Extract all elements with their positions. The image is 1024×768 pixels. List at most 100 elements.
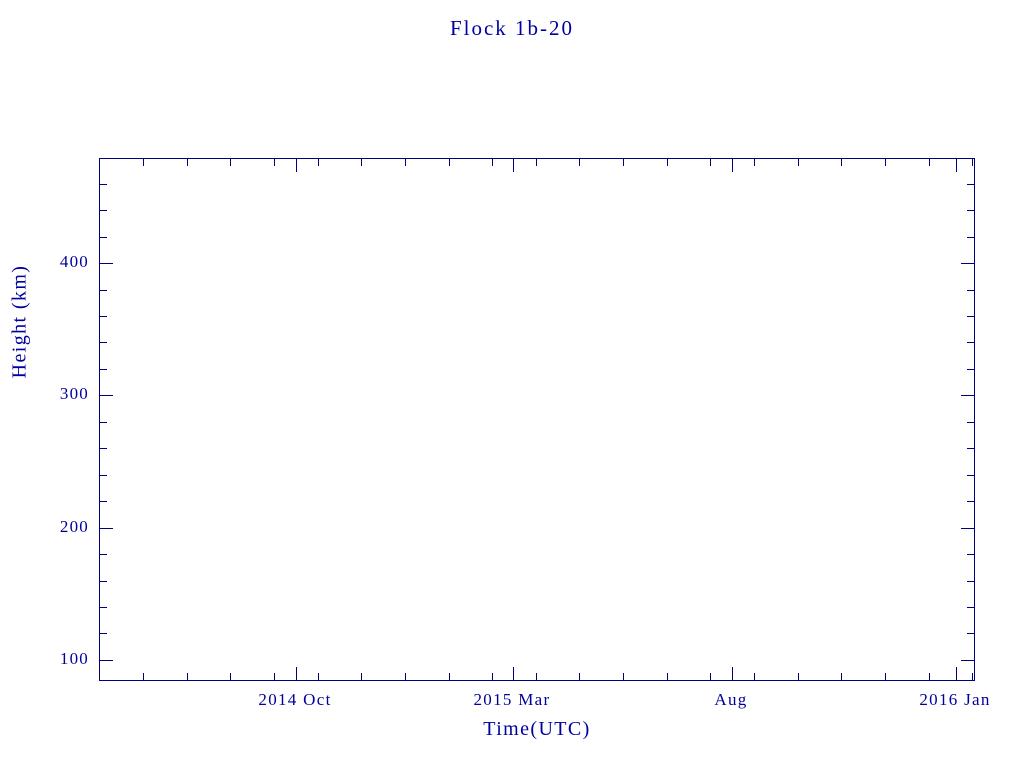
y-axis-minor-tick-right	[967, 554, 974, 556]
y-axis-major-tick	[100, 395, 113, 397]
y-axis-minor-tick-right	[967, 581, 974, 583]
x-axis-minor-tick-top	[929, 159, 931, 166]
y-axis-minor-tick	[100, 290, 107, 292]
y-axis-major-tick	[100, 660, 113, 662]
y-axis-minor-tick	[100, 554, 107, 556]
y-axis-minor-tick-right	[967, 607, 974, 609]
x-axis-major-tick-top	[513, 159, 515, 172]
x-axis-minor-tick	[230, 673, 232, 680]
y-axis-minor-tick	[100, 369, 107, 371]
x-axis-minor-tick	[667, 673, 669, 680]
y-axis-minor-tick-right	[967, 475, 974, 477]
x-axis-minor-tick-top	[318, 159, 320, 166]
x-axis-label: Time(UTC)	[483, 718, 591, 740]
y-axis-minor-tick	[100, 184, 107, 186]
x-axis-minor-tick-top	[143, 159, 145, 166]
x-axis-minor-tick	[754, 673, 756, 680]
y-axis-minor-tick	[100, 422, 107, 424]
x-axis-minor-tick	[623, 673, 625, 680]
y-axis-tick-label: 100	[59, 649, 89, 668]
x-axis-minor-tick	[449, 673, 451, 680]
y-axis-minor-tick-right	[967, 316, 974, 318]
x-axis-major-tick	[732, 667, 734, 680]
y-axis-minor-tick-right	[967, 237, 974, 239]
x-axis-minor-tick	[361, 673, 363, 680]
x-axis-minor-tick	[318, 673, 320, 680]
x-axis-minor-tick-top	[492, 159, 494, 166]
x-axis-minor-tick	[579, 673, 581, 680]
y-axis-minor-tick	[100, 475, 107, 477]
x-axis-minor-tick	[274, 673, 276, 680]
x-axis-minor-tick	[405, 673, 407, 680]
y-axis-minor-tick-right	[967, 342, 974, 344]
x-axis-minor-tick	[972, 673, 974, 680]
x-axis-minor-tick-top	[449, 159, 451, 166]
x-axis-minor-tick	[536, 673, 538, 680]
y-axis-minor-tick	[100, 210, 107, 212]
plot-data-canvas	[100, 159, 974, 680]
x-axis-tick-label: 2014 Oct	[258, 690, 332, 709]
y-axis-minor-tick-right	[967, 210, 974, 212]
y-axis-major-tick-right	[961, 660, 974, 662]
x-axis-minor-tick	[885, 673, 887, 680]
x-axis-tick-label: Aug	[714, 690, 748, 709]
y-axis-minor-tick	[100, 448, 107, 450]
y-axis-major-tick	[100, 528, 113, 530]
y-axis-minor-tick-right	[967, 290, 974, 292]
x-axis-tick-label: 2016 Jan	[919, 690, 991, 709]
x-axis-major-tick-top	[296, 159, 298, 172]
y-axis-tick-label: 200	[59, 517, 89, 536]
y-axis-minor-tick	[100, 633, 107, 635]
x-axis-minor-tick-top	[361, 159, 363, 166]
y-axis-minor-tick	[100, 581, 107, 583]
x-axis-minor-tick	[492, 673, 494, 680]
y-axis-minor-tick-right	[967, 184, 974, 186]
y-axis-minor-tick-right	[967, 501, 974, 503]
y-axis-major-tick-right	[961, 528, 974, 530]
y-axis-minor-tick-right	[967, 448, 974, 450]
y-axis-minor-tick-right	[967, 633, 974, 635]
y-axis-minor-tick	[100, 501, 107, 503]
x-axis-minor-tick-top	[187, 159, 189, 166]
x-axis-minor-tick	[187, 673, 189, 680]
x-axis-minor-tick	[798, 673, 800, 680]
y-axis-major-tick	[100, 263, 113, 265]
x-axis-major-tick-top	[956, 159, 958, 172]
x-axis-minor-tick-top	[579, 159, 581, 166]
y-axis-minor-tick-right	[967, 422, 974, 424]
y-axis-minor-tick-right	[967, 369, 974, 371]
x-axis-major-tick	[956, 667, 958, 680]
plot-area	[99, 158, 975, 681]
x-axis-tick-label: 2015 Mar	[473, 690, 551, 709]
y-axis-major-tick-right	[961, 263, 974, 265]
y-axis-major-tick-right	[961, 395, 974, 397]
x-axis-minor-tick-top	[885, 159, 887, 166]
x-axis-minor-tick-top	[754, 159, 756, 166]
x-axis-minor-tick-top	[972, 159, 974, 166]
y-axis-label: Height (km)	[8, 264, 31, 379]
y-axis-minor-tick	[100, 316, 107, 318]
y-axis-tick-label: 300	[59, 384, 89, 403]
x-axis-minor-tick-top	[230, 159, 232, 166]
y-axis-tick-label: 400	[59, 252, 89, 271]
x-axis-minor-tick-top	[710, 159, 712, 166]
chart-title: Flock 1b-20	[449, 16, 575, 40]
x-axis-minor-tick-top	[841, 159, 843, 166]
x-axis-minor-tick-top	[667, 159, 669, 166]
x-axis-minor-tick-top	[798, 159, 800, 166]
y-axis-minor-tick	[100, 607, 107, 609]
x-axis-minor-tick	[143, 673, 145, 680]
x-axis-minor-tick-top	[623, 159, 625, 166]
x-axis-minor-tick-top	[405, 159, 407, 166]
x-axis-minor-tick-top	[274, 159, 276, 166]
x-axis-major-tick	[513, 667, 515, 680]
x-axis-minor-tick-top	[536, 159, 538, 166]
x-axis-minor-tick	[710, 673, 712, 680]
y-axis-minor-tick	[100, 342, 107, 344]
x-axis-major-tick	[296, 667, 298, 680]
x-axis-major-tick-top	[732, 159, 734, 172]
y-axis-minor-tick	[100, 237, 107, 239]
x-axis-minor-tick	[841, 673, 843, 680]
x-axis-minor-tick	[929, 673, 931, 680]
